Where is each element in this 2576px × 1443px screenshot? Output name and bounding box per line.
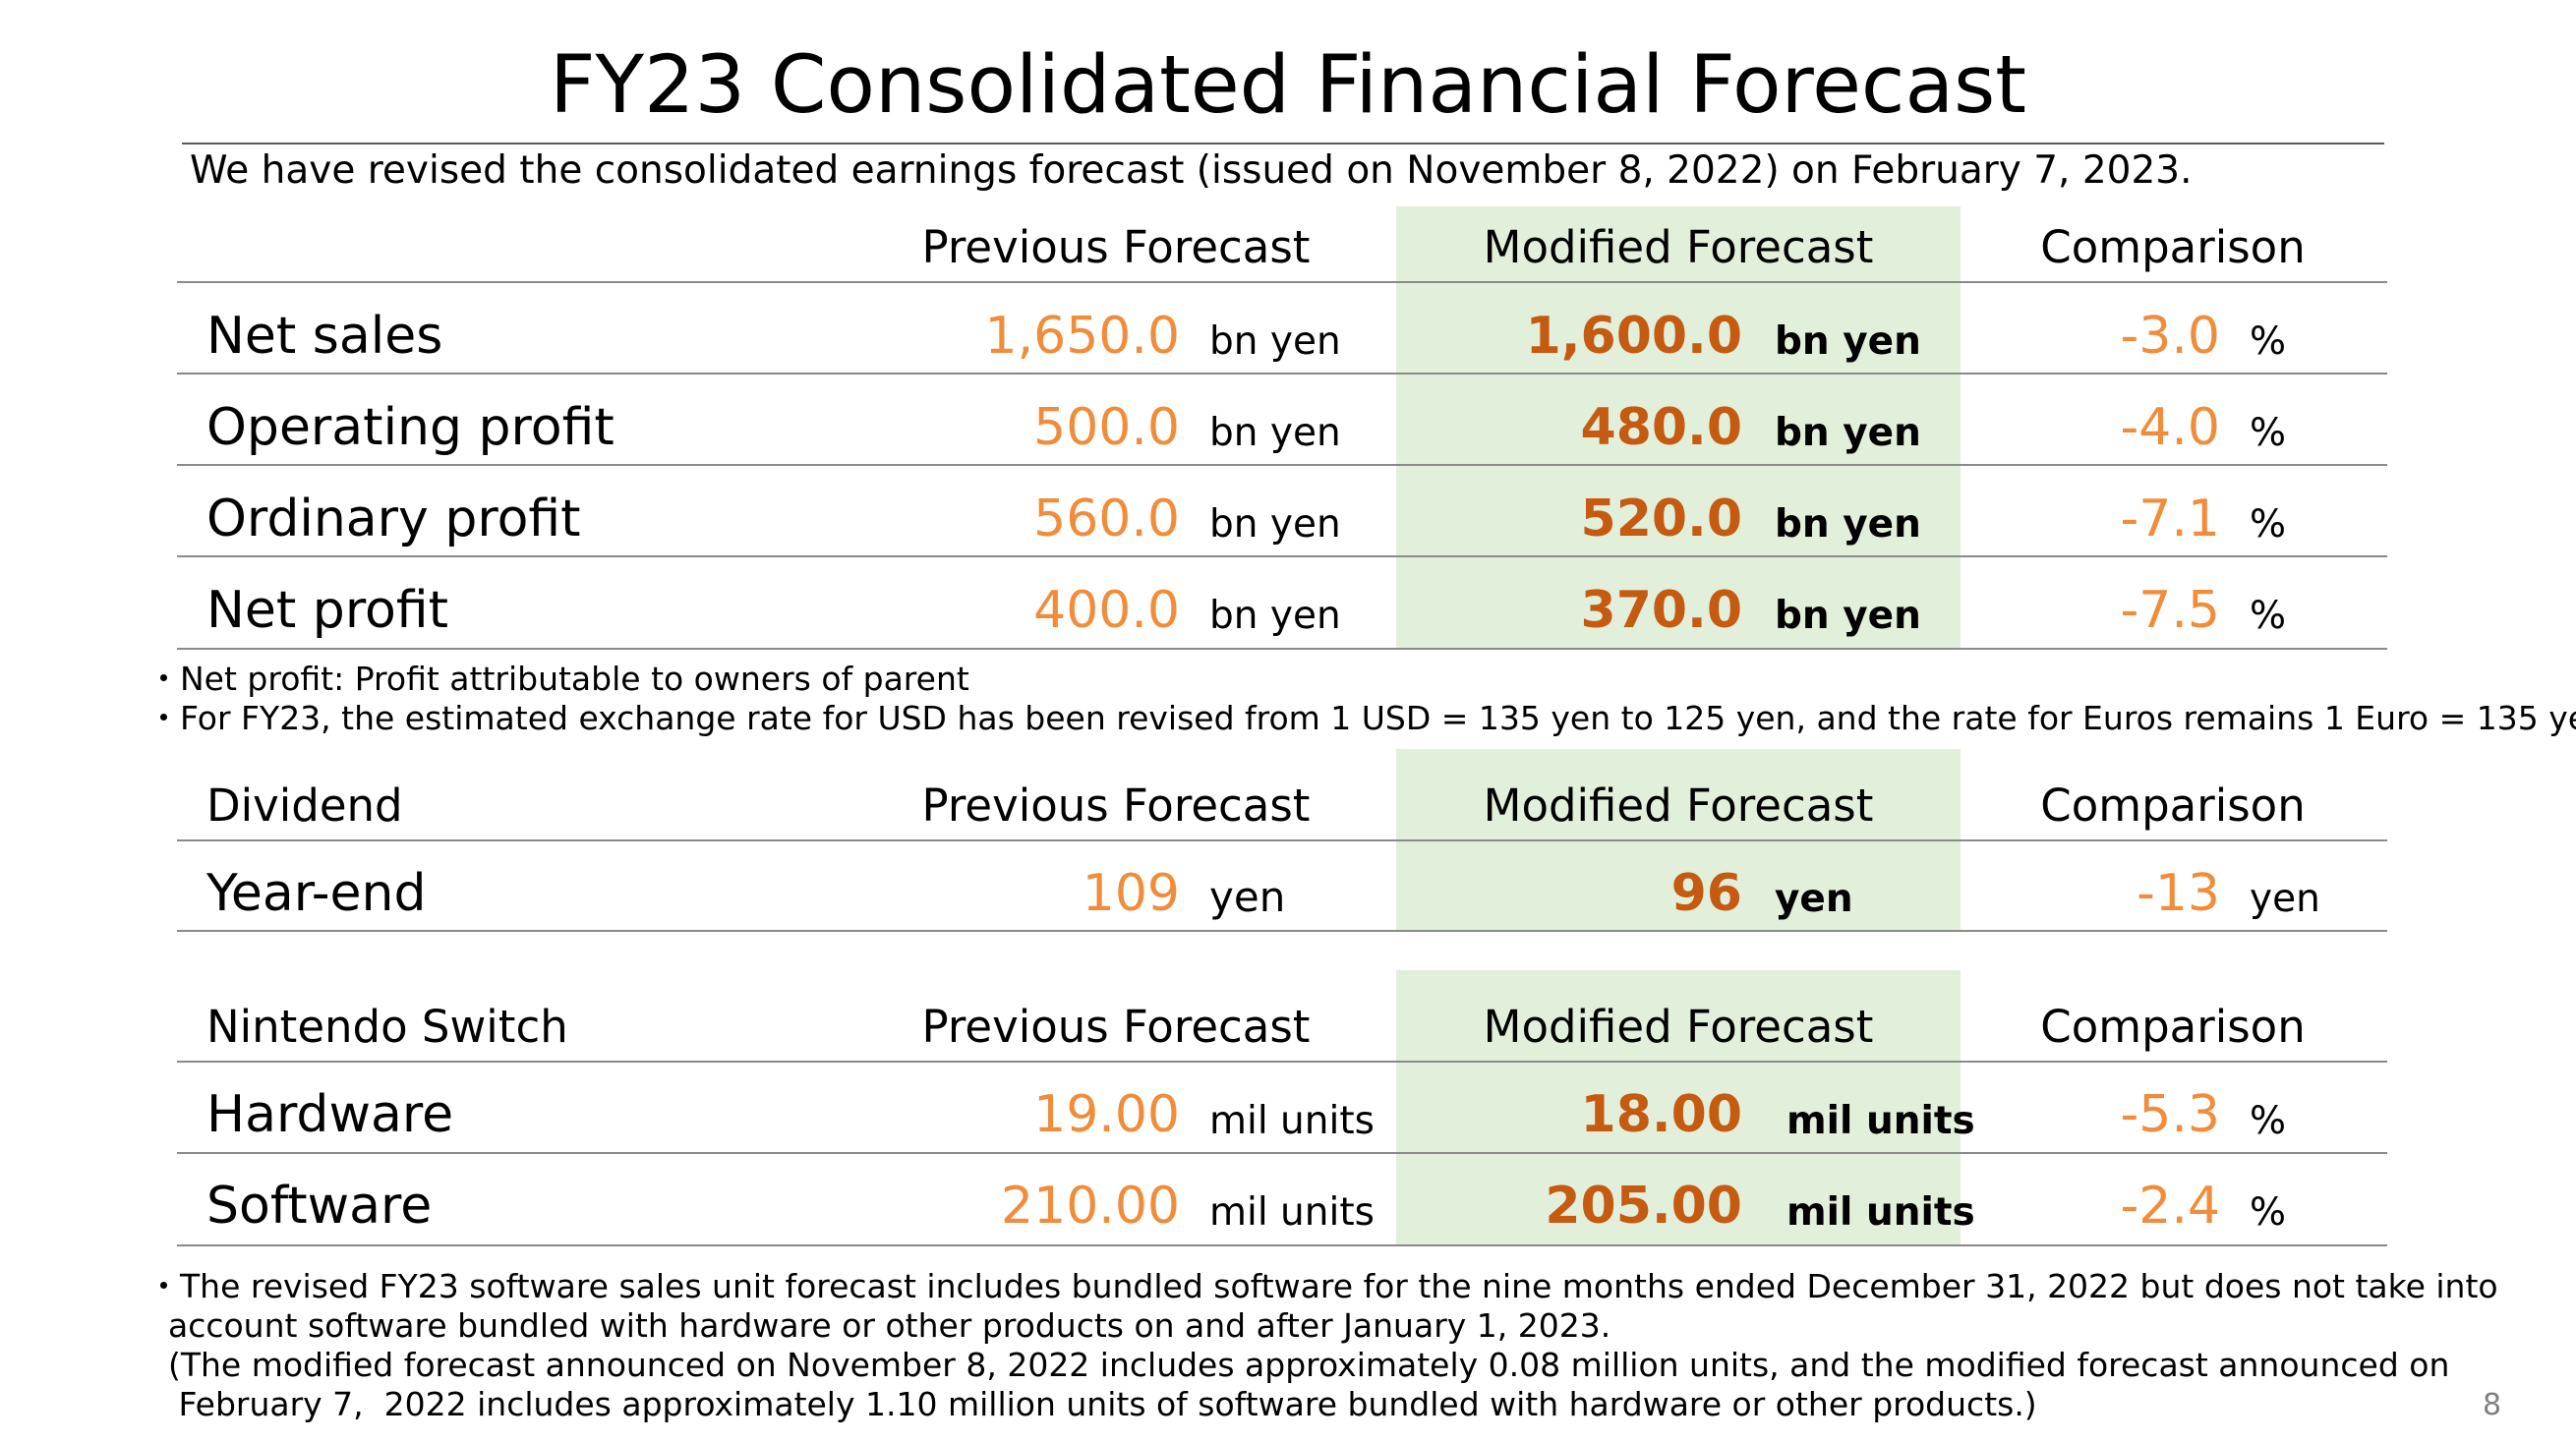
modified-value: 1,600.0 xyxy=(1525,307,1742,366)
row-label: Net profit xyxy=(206,581,449,640)
modified-value: 370.0 xyxy=(1580,581,1742,640)
previous-value: 109 xyxy=(1082,864,1180,923)
header-previous-forecast: Previous Forecast xyxy=(921,221,1311,273)
comparison-unit: % xyxy=(2250,502,2287,547)
header-modified-forecast: Modified Forecast xyxy=(1483,779,1874,832)
footnote-bundled-units-1: (The modified forecast announced on Nove… xyxy=(147,1346,2450,1384)
footnote-exchange-rate: ・For FY23, the estimated exchange rate f… xyxy=(147,699,2576,737)
previous-value: 1,650.0 xyxy=(984,307,1180,366)
comparison-unit: % xyxy=(2250,411,2287,455)
previous-value: 560.0 xyxy=(1033,490,1180,548)
comparison-value: -13 xyxy=(2137,864,2220,923)
row-label: Year-end xyxy=(206,864,427,923)
modified-unit: bn yen xyxy=(1775,502,1921,547)
header-previous-forecast: Previous Forecast xyxy=(921,1001,1311,1053)
footnote-net-profit: ・Net profit: Profit attributable to owne… xyxy=(147,660,969,698)
comparison-unit: yen xyxy=(2250,877,2320,921)
modified-value: 480.0 xyxy=(1580,398,1742,457)
modified-value: 205.00 xyxy=(1545,1177,1742,1236)
modified-value: 96 xyxy=(1670,864,1742,923)
modified-column-highlight-earnings xyxy=(1396,206,1961,649)
comparison-value: -4.0 xyxy=(2120,398,2220,457)
header-comparison: Comparison xyxy=(2040,779,2306,832)
slide-title: FY23 Consolidated Financial Forecast xyxy=(549,39,2027,132)
table-rule xyxy=(177,839,2387,841)
previous-unit: bn yen xyxy=(1209,502,1341,547)
table-rule xyxy=(177,930,2387,932)
page-number: 8 xyxy=(2483,1388,2502,1422)
row-label: Operating profit xyxy=(206,398,615,457)
row-label: Ordinary profit xyxy=(206,490,581,548)
modified-value: 520.0 xyxy=(1580,490,1742,548)
comparison-unit: % xyxy=(2250,319,2287,364)
comparison-unit: % xyxy=(2250,594,2287,638)
comparison-value: -7.5 xyxy=(2120,581,2220,640)
modified-column-highlight-switch xyxy=(1396,970,1961,1245)
footnote-software-bundled: ・The revised FY23 software sales unit fo… xyxy=(147,1267,2498,1305)
previous-unit: mil units xyxy=(1209,1099,1375,1143)
table-rule xyxy=(177,1061,2387,1063)
modified-value: 18.00 xyxy=(1580,1085,1742,1144)
previous-value: 210.00 xyxy=(1001,1177,1180,1236)
header-comparison: Comparison xyxy=(2040,221,2306,273)
table-rule xyxy=(177,373,2387,375)
previous-unit: bn yen xyxy=(1209,319,1341,364)
modified-unit: yen xyxy=(1775,877,1853,921)
modified-unit: bn yen xyxy=(1775,319,1921,364)
footnote-software-bundled-cont: account software bundled with hardware o… xyxy=(147,1306,1611,1345)
table-rule xyxy=(177,1244,2387,1246)
comparison-value: -3.0 xyxy=(2120,307,2220,366)
row-label: Hardware xyxy=(206,1085,454,1144)
previous-unit: bn yen xyxy=(1209,411,1341,455)
table-rule xyxy=(177,648,2387,650)
modified-unit: mil units xyxy=(1786,1190,1975,1235)
table-rule xyxy=(177,464,2387,466)
comparison-value: -5.3 xyxy=(2120,1085,2220,1144)
header-nintendo-switch: Nintendo Switch xyxy=(206,1001,568,1053)
previous-unit: yen xyxy=(1209,873,1286,921)
previous-value: 400.0 xyxy=(1033,581,1180,640)
comparison-value: -2.4 xyxy=(2120,1177,2220,1236)
header-dividend: Dividend xyxy=(206,779,403,832)
revision-statement: We have revised the consolidated earning… xyxy=(190,148,2193,193)
header-modified-forecast: Modified Forecast xyxy=(1483,1001,1874,1053)
comparison-value: -7.1 xyxy=(2120,490,2220,548)
header-previous-forecast: Previous Forecast xyxy=(921,779,1311,832)
comparison-unit: % xyxy=(2250,1099,2287,1143)
title-divider xyxy=(182,143,2384,144)
table-rule xyxy=(177,555,2387,557)
footnote-bundled-units-2: February 7, 2022 includes approximately … xyxy=(147,1385,2037,1423)
header-comparison: Comparison xyxy=(2040,1001,2306,1053)
modified-unit: mil units xyxy=(1786,1099,1975,1143)
table-rule xyxy=(177,1152,2387,1154)
comparison-unit: % xyxy=(2250,1190,2287,1235)
modified-unit: bn yen xyxy=(1775,594,1921,638)
previous-value: 19.00 xyxy=(1033,1085,1180,1144)
previous-unit: bn yen xyxy=(1209,594,1341,638)
row-label: Net sales xyxy=(206,307,443,366)
table-rule xyxy=(177,281,2387,283)
row-label: Software xyxy=(206,1177,433,1236)
header-modified-forecast: Modified Forecast xyxy=(1483,221,1874,273)
previous-unit: mil units xyxy=(1209,1190,1375,1235)
modified-unit: bn yen xyxy=(1775,411,1921,455)
previous-value: 500.0 xyxy=(1033,398,1180,457)
